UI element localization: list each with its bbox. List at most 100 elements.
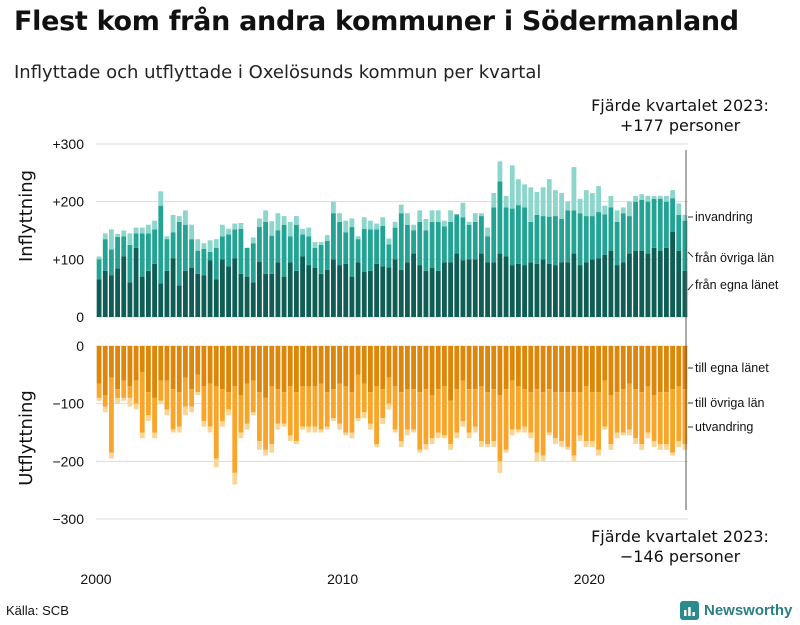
inflow-bar-segment <box>115 268 120 317</box>
outflow-bar-segment <box>207 346 213 384</box>
outflow-bar-segment <box>620 346 626 390</box>
inflow-bar-segment <box>546 179 552 217</box>
outflow-bar-segment <box>602 426 608 430</box>
inflow-bar-segment <box>127 233 133 245</box>
outflow-y-tick-label: −100 <box>52 396 84 412</box>
outflow-bar-segment <box>318 429 324 433</box>
inflow-bar-segment <box>522 265 527 317</box>
inflow-bar-segment <box>577 213 583 266</box>
inflow-bar-segment <box>127 244 133 283</box>
outflow-y-tick-label: −200 <box>52 453 84 469</box>
outflow-bar-segment <box>226 392 231 410</box>
inflow-bar-segment <box>676 250 682 317</box>
inflow-bar-segment <box>146 233 151 271</box>
outflow-bar-segment <box>405 429 410 436</box>
inflow-bar-segment <box>213 239 219 248</box>
inflow-bar-segment <box>417 265 423 317</box>
outflow-bar-segment <box>398 346 404 393</box>
outflow-bar-segment <box>355 346 361 375</box>
inflow-bar-segment <box>312 267 318 317</box>
outflow-bar-segment <box>608 346 614 396</box>
inflow-bar-segment <box>361 228 367 273</box>
outflow-bar-segment <box>355 418 361 421</box>
legend-invandring: invandring <box>695 210 753 224</box>
outflow-bar-segment <box>670 389 675 453</box>
inflow-bar-segment <box>540 187 546 217</box>
outflow-bar-segment <box>497 346 503 396</box>
outflow-bar-segment <box>294 346 299 393</box>
outflow-bar-segment <box>96 397 102 401</box>
inflow-bar-segment <box>596 186 601 213</box>
outflow-bar-segment <box>287 346 293 387</box>
inflow-bar-segment <box>417 221 423 266</box>
outflow-bar-segment <box>201 346 207 387</box>
inflow-bar-segment <box>392 259 398 317</box>
outflow-bar-segment <box>429 395 435 439</box>
outflow-bar-segment <box>472 346 478 390</box>
outflow-bar-segment <box>263 397 268 450</box>
outflow-bar-segment <box>213 386 219 459</box>
outflow-bar-segment <box>485 346 490 393</box>
inflow-bar-segment <box>164 236 170 240</box>
inflow-bar-segment <box>466 221 472 225</box>
outflow-bar-segment <box>645 432 651 439</box>
outflow-bar-segment <box>337 423 342 430</box>
inflow-bar-segment <box>337 213 342 222</box>
outflow-bar-segment <box>158 400 164 404</box>
outflow-bar-segment <box>133 403 139 410</box>
outflow-bar-segment <box>411 389 416 430</box>
inflow-bar-segment <box>664 201 669 248</box>
outflow-bar-segment <box>306 386 312 427</box>
outflow-bar-segment <box>133 380 139 404</box>
outflow-bar-segment <box>269 386 275 445</box>
inflow-bar-segment <box>435 210 441 222</box>
inflow-bar-segment <box>152 263 157 317</box>
outflow-bar-segment <box>633 389 638 439</box>
inflow-bar-segment <box>158 191 164 206</box>
outflow-bar-segment <box>577 392 583 436</box>
inflow-bar-segment <box>509 265 515 317</box>
newsworthy-icon <box>680 601 699 620</box>
outflow-bar-segment <box>454 389 460 433</box>
outflow-bar-segment <box>528 392 534 433</box>
outflow-bar-segment <box>435 432 441 439</box>
outflow-bar-segment <box>343 346 349 387</box>
inflow-bar-segment <box>263 221 268 274</box>
outflow-bar-segment <box>244 346 250 384</box>
outflow-bar-segment <box>423 346 429 390</box>
inflow-bar-segment <box>528 262 534 317</box>
inflow-bar-segment <box>275 230 281 263</box>
outflow-bar-segment <box>546 389 552 433</box>
outflow-bar-segment <box>374 386 379 445</box>
outflow-bar-segment <box>645 346 651 387</box>
inflow-bar-segment <box>491 262 497 317</box>
inflow-bar-segment <box>306 227 312 237</box>
inflow-bar-segment <box>682 220 688 271</box>
legend-till-egna-lanet: till egna länet <box>695 361 769 375</box>
newsworthy-logo[interactable]: Newsworthy <box>680 601 792 620</box>
outflow-bar-segment <box>454 432 460 439</box>
outflow-bar-segment <box>516 429 521 433</box>
outflow-bar-segment <box>429 438 435 445</box>
outflow-bar-segment <box>361 383 367 413</box>
inflow-bar-segment <box>620 207 626 214</box>
inflow-bar-segment <box>491 207 497 263</box>
inflow-bar-segment <box>405 224 410 263</box>
outflow-bar-segment <box>509 346 515 381</box>
outflow-bar-segment <box>435 346 441 390</box>
outflow-bar-segment <box>96 346 102 384</box>
inflow-bar-segment <box>109 275 114 317</box>
inflow-bar-segment <box>226 234 231 267</box>
outflow-bar-segment <box>651 395 657 442</box>
inflow-bar-segment <box>627 253 632 317</box>
inflow-bar-segment <box>164 270 170 317</box>
inflow-bar-segment <box>405 213 410 225</box>
outflow-bar-segment <box>250 412 256 416</box>
outflow-bar-segment <box>559 392 564 442</box>
outflow-bar-segment <box>627 429 632 436</box>
inflow-bar-segment <box>269 221 275 236</box>
inflow-bar-segment <box>386 267 392 317</box>
outflow-bar-segment <box>620 389 626 433</box>
outflow-bar-segment <box>602 380 608 427</box>
outflow-bar-segment <box>213 458 219 468</box>
